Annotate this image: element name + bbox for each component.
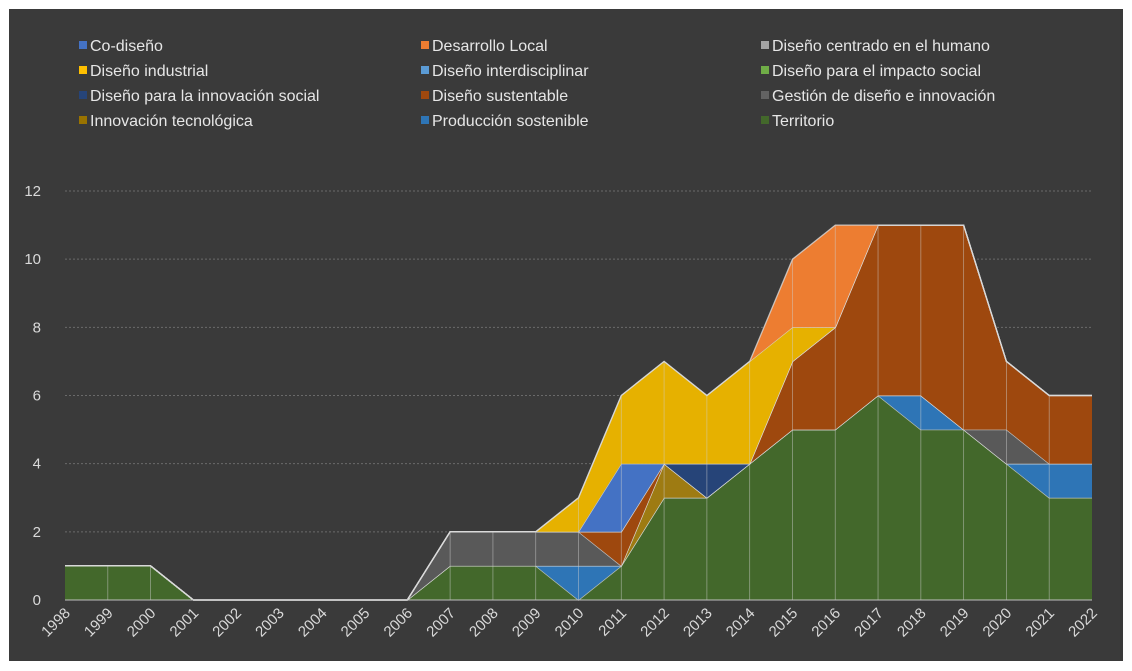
- plot-area: [65, 224, 1092, 601]
- legend-label-co-diseno: Co-diseño: [90, 38, 163, 55]
- y-tick-label: 2: [33, 524, 41, 541]
- legend-label-diseno-para-la-innovacion-social: Diseño para la innovación social: [90, 88, 319, 105]
- legend-label-innovacion-tecnologica: Innovación tecnológica: [90, 113, 253, 130]
- x-tick-label: 2017: [851, 605, 887, 641]
- legend-swatch-diseno-para-la-innovacion-social: [79, 91, 87, 99]
- x-tick-label: 2019: [937, 605, 973, 641]
- legend-label-territorio: Territorio: [772, 113, 834, 130]
- legend-label-produccion-sostenible: Producción sostenible: [432, 113, 589, 130]
- stacked-area-chart: Co-diseño Desarrollo Local Diseño centrado…: [24, 38, 1101, 641]
- y-tick-label: 10: [24, 251, 41, 268]
- x-tick-label: 2012: [637, 605, 673, 641]
- legend-swatch-produccion-sostenible: [421, 116, 429, 124]
- x-tick-label: 2000: [124, 605, 160, 641]
- x-tick-label: 2001: [167, 605, 203, 641]
- x-tick-label: 2020: [980, 605, 1016, 641]
- legend-label-gestion-de-diseno-e-innovacion: Gestión de diseño e innovación: [772, 88, 995, 105]
- x-tick-label: 2021: [1022, 605, 1058, 641]
- x-tick-label: 2003: [252, 605, 288, 641]
- x-tick-label: 2009: [509, 605, 545, 641]
- legend-label-desarrollo-local: Desarrollo Local: [432, 38, 548, 55]
- y-tick-label: 0: [33, 592, 41, 609]
- legend-swatch-co-diseno: [79, 41, 87, 49]
- x-tick-label: 2006: [381, 605, 417, 641]
- x-tick-label: 2007: [423, 605, 459, 641]
- legend-swatch-territorio: [761, 116, 769, 124]
- legend-label-diseno-sustentable: Diseño sustentable: [432, 88, 568, 105]
- x-tick-label: 2005: [338, 605, 374, 641]
- legend-swatch-desarrollo-local: [421, 41, 429, 49]
- x-tick-label: 2016: [808, 605, 844, 641]
- legend-swatch-diseno-interdisciplinar: [421, 66, 429, 74]
- x-tick-label: 2014: [723, 605, 759, 641]
- y-tick-label: 4: [33, 456, 41, 473]
- legend-swatch-diseno-sustentable: [421, 91, 429, 99]
- legend-label-diseno-industrial: Diseño industrial: [90, 63, 208, 80]
- x-tick-label: 1999: [81, 605, 117, 641]
- x-tick-label: 2015: [766, 605, 802, 641]
- legend-swatch-diseno-para-el-impacto-social: [761, 66, 769, 74]
- legend-label-diseno-interdisciplinar: Diseño interdisciplinar: [432, 63, 589, 80]
- legend-label-diseno-centrado-en-el-humano: Diseño centrado en el humano: [772, 38, 990, 55]
- x-tick-label: 2004: [295, 605, 331, 641]
- x-tick-label: 2013: [680, 605, 716, 641]
- y-tick-label: 6: [33, 388, 41, 405]
- x-tick-label: 2018: [894, 605, 930, 641]
- x-tick-label: 2022: [1065, 605, 1101, 641]
- x-tick-label: 1998: [38, 605, 74, 641]
- legend-swatch-innovacion-tecnologica: [79, 116, 87, 124]
- x-tick-label: 2010: [552, 605, 588, 641]
- x-tick-label: 2011: [595, 605, 630, 640]
- y-tick-label: 8: [33, 319, 41, 336]
- x-tick-label: 2008: [466, 605, 502, 641]
- x-tick-label: 2002: [209, 605, 245, 641]
- chart-frame: Co-diseño Desarrollo Local Diseño centrado…: [9, 9, 1123, 661]
- legend-swatch-diseno-centrado-en-el-humano: [761, 41, 769, 49]
- legend: Co-diseño Desarrollo Local Diseño centrado…: [79, 38, 995, 130]
- legend-swatch-gestion-de-diseno-e-innovacion: [761, 91, 769, 99]
- legend-label-diseno-para-el-impacto-social: Diseño para el impacto social: [772, 63, 981, 80]
- legend-swatch-diseno-industrial: [79, 66, 87, 74]
- y-tick-label: 12: [24, 183, 41, 200]
